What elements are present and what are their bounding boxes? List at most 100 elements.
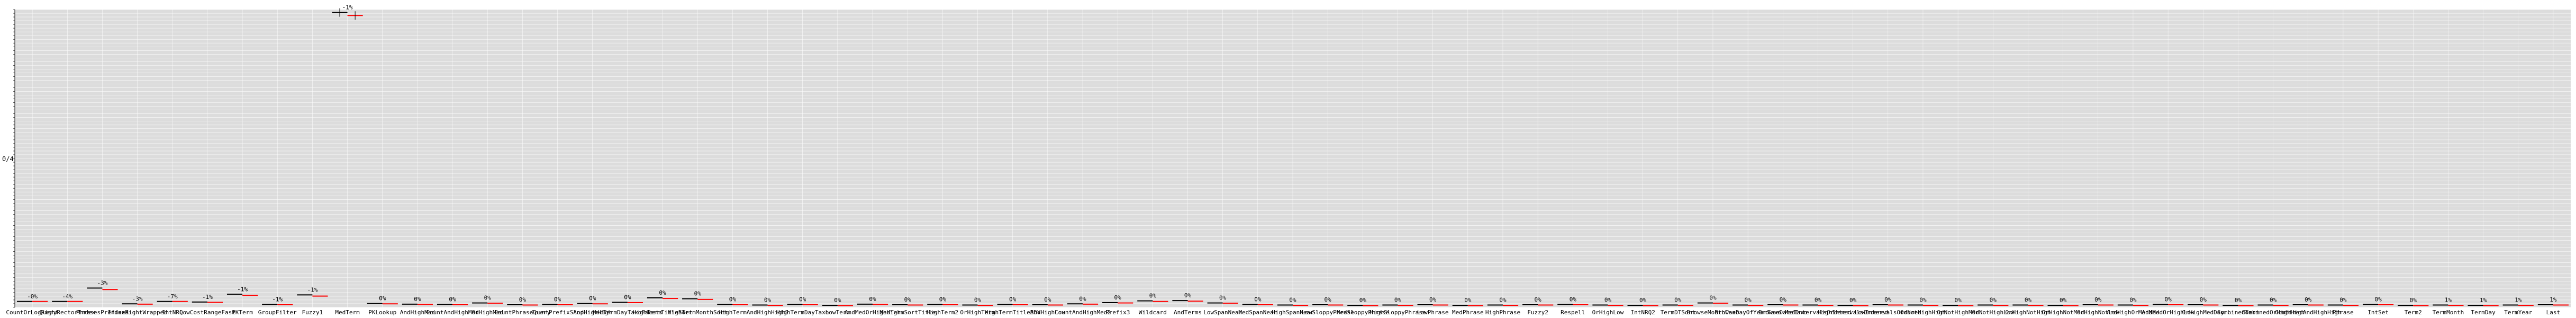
data-label: -1% bbox=[272, 296, 283, 303]
x-tick-label: HighTermTitleSort bbox=[633, 309, 693, 316]
data-label: 0% bbox=[2410, 297, 2417, 304]
data-label: -1% bbox=[202, 294, 213, 301]
data-label: 0% bbox=[589, 295, 596, 302]
x-tick-label: Fuzzy1 bbox=[302, 309, 323, 316]
data-label: 0% bbox=[659, 289, 666, 296]
x-tick-label: LowSpanNear bbox=[1203, 309, 1242, 316]
data-label: 0% bbox=[414, 296, 421, 303]
x-tick-label: OrHighNotLow bbox=[2077, 309, 2119, 316]
data-label: 0% bbox=[2270, 297, 2277, 304]
x-tick-label: PKLookup bbox=[368, 309, 396, 316]
x-tick-label: Phrase bbox=[2333, 309, 2354, 316]
x-tick-label: OrHighLow bbox=[1592, 309, 1624, 316]
x-tick-label: HighIntervalsOrdered bbox=[1818, 309, 1888, 316]
data-label: 0% bbox=[1079, 295, 1086, 302]
data-label: -0% bbox=[27, 293, 38, 300]
x-tick-label: PKTerm bbox=[232, 309, 253, 316]
data-label: 0% bbox=[1954, 297, 1962, 304]
x-tick-label: CountPhraseQuery bbox=[494, 309, 550, 316]
data-label: -1% bbox=[307, 286, 318, 293]
x-tick-label: OrHighMed bbox=[471, 309, 503, 316]
data-label: 0% bbox=[799, 296, 806, 303]
x-tick-label: IndexRightWrapped bbox=[107, 309, 167, 316]
x-tick-label: HighTermTitleBDV bbox=[985, 309, 1041, 316]
data-label: -3% bbox=[132, 295, 143, 302]
data-label: 0% bbox=[764, 297, 772, 304]
x-tick-label: MedPhrase bbox=[1452, 309, 1484, 316]
x-tick-label: HighTermMonthSort bbox=[668, 309, 728, 316]
data-label: 0% bbox=[869, 296, 876, 303]
chart-marks: -0% -4% -3% -3% -7% -1% -1% -1% -1% -1% 0% 0% 0% 0% 0%… bbox=[16, 4, 2569, 306]
data-label: 0% bbox=[1394, 297, 1402, 304]
data-label: 0% bbox=[1884, 296, 1892, 303]
data-label: 0% bbox=[2060, 297, 2067, 304]
grid bbox=[15, 9, 2571, 308]
x-tick-label: AndHighHigh bbox=[573, 309, 612, 316]
x-tick-label: CountPrefixSlop bbox=[531, 309, 584, 316]
data-label: 0% bbox=[1325, 296, 1332, 303]
x-tick-label: CombinedOrHighHigh bbox=[2242, 309, 2305, 316]
data-label: 0% bbox=[449, 296, 456, 303]
data-label: 0% bbox=[2200, 296, 2207, 303]
data-label: 0% bbox=[1709, 295, 1717, 302]
x-tick-label: MedSloppyPhrase bbox=[1337, 309, 1389, 316]
data-label: 1% bbox=[2445, 297, 2452, 304]
data-label: 0% bbox=[1815, 297, 1822, 304]
x-tick-label: HighTermDayTaxo bbox=[776, 309, 829, 316]
x-tick-label: IntSet bbox=[2368, 309, 2389, 316]
x-tick-label: IntNRQ bbox=[162, 309, 183, 316]
x-tick-label: OrNotHighMed bbox=[1937, 309, 1979, 316]
data-label: 0% bbox=[1849, 297, 1857, 304]
x-tick-label: MedTermSortTitle bbox=[879, 309, 936, 316]
data-label: 0% bbox=[974, 297, 982, 304]
data-label: -1% bbox=[237, 286, 248, 293]
data-label: 0% bbox=[1604, 297, 1612, 304]
x-tick-label: AndHighHigh2 bbox=[747, 309, 788, 316]
data-label: 0% bbox=[2339, 297, 2347, 304]
data-label: 1% bbox=[2515, 297, 2522, 304]
x-tick-label: LowIntervalsOrdered bbox=[1855, 309, 1921, 316]
x-tick-label: CountOrLogRight bbox=[6, 309, 58, 316]
x-tick-label: BrowseDayOfYearTaxo bbox=[1715, 309, 1781, 316]
x-tick-label: CombinedAndHighHigh bbox=[2275, 309, 2342, 316]
data-label: 1% bbox=[2480, 297, 2487, 304]
data-label: 0% bbox=[1184, 292, 1192, 299]
x-tick-label: Wildcard bbox=[1139, 309, 1167, 316]
x-tick-label: OrHighNotMed bbox=[2042, 309, 2084, 316]
data-label: 0% bbox=[2305, 296, 2312, 303]
data-label: 0% bbox=[1464, 297, 1472, 304]
x-tick-label: HighSloppyPhrase bbox=[1370, 309, 1426, 316]
x-tick-label: TermDTSort bbox=[1661, 309, 1695, 316]
x-tick-label: AndHighLow bbox=[1030, 309, 1066, 316]
data-label: 0% bbox=[1429, 296, 1437, 303]
data-label: 0% bbox=[1570, 296, 1577, 303]
data-label: 0% bbox=[834, 297, 841, 304]
data-label: 0% bbox=[1535, 296, 1542, 303]
data-label: -4% bbox=[62, 293, 72, 300]
y-axis bbox=[13, 9, 15, 308]
x-tick-label: TermYear bbox=[2504, 309, 2532, 316]
x-tick-label: Term2 bbox=[2405, 309, 2422, 316]
x-tick-label: GroupFilter bbox=[258, 309, 297, 316]
data-label: 0% bbox=[1289, 297, 1296, 304]
data-label: 0% bbox=[2374, 296, 2382, 303]
data-label: -3% bbox=[97, 279, 107, 286]
data-label: 0% bbox=[2129, 297, 2137, 304]
data-label: 0% bbox=[1499, 297, 1507, 304]
x-tick-label: MedSpanNear bbox=[1238, 309, 1277, 316]
x-tick-label: TermDay bbox=[2471, 309, 2496, 316]
x-tick-label: HighPhrase bbox=[1485, 309, 1520, 316]
x-tick-label: AndMedOrHighLow bbox=[2142, 309, 2194, 316]
data-label: 0% bbox=[1254, 296, 1262, 303]
x-tick-label: CountAndHighMed2 bbox=[1055, 309, 1111, 316]
x-tick-label: QueryRectorIndex bbox=[39, 309, 95, 316]
x-tick-label: IntNRQ2 bbox=[1630, 309, 1655, 316]
data-label: 1% bbox=[2550, 296, 2557, 303]
data-label: 0% bbox=[1990, 297, 1997, 304]
x-tick-label: LowTerm bbox=[826, 309, 850, 316]
data-label: 0% bbox=[1639, 297, 1647, 304]
x-tick-label: HighSpanNear bbox=[1272, 309, 1314, 316]
x-tick-label: OrHighNotHigh bbox=[2005, 309, 2051, 316]
x-tick-label: HighTerm2 bbox=[927, 309, 959, 316]
